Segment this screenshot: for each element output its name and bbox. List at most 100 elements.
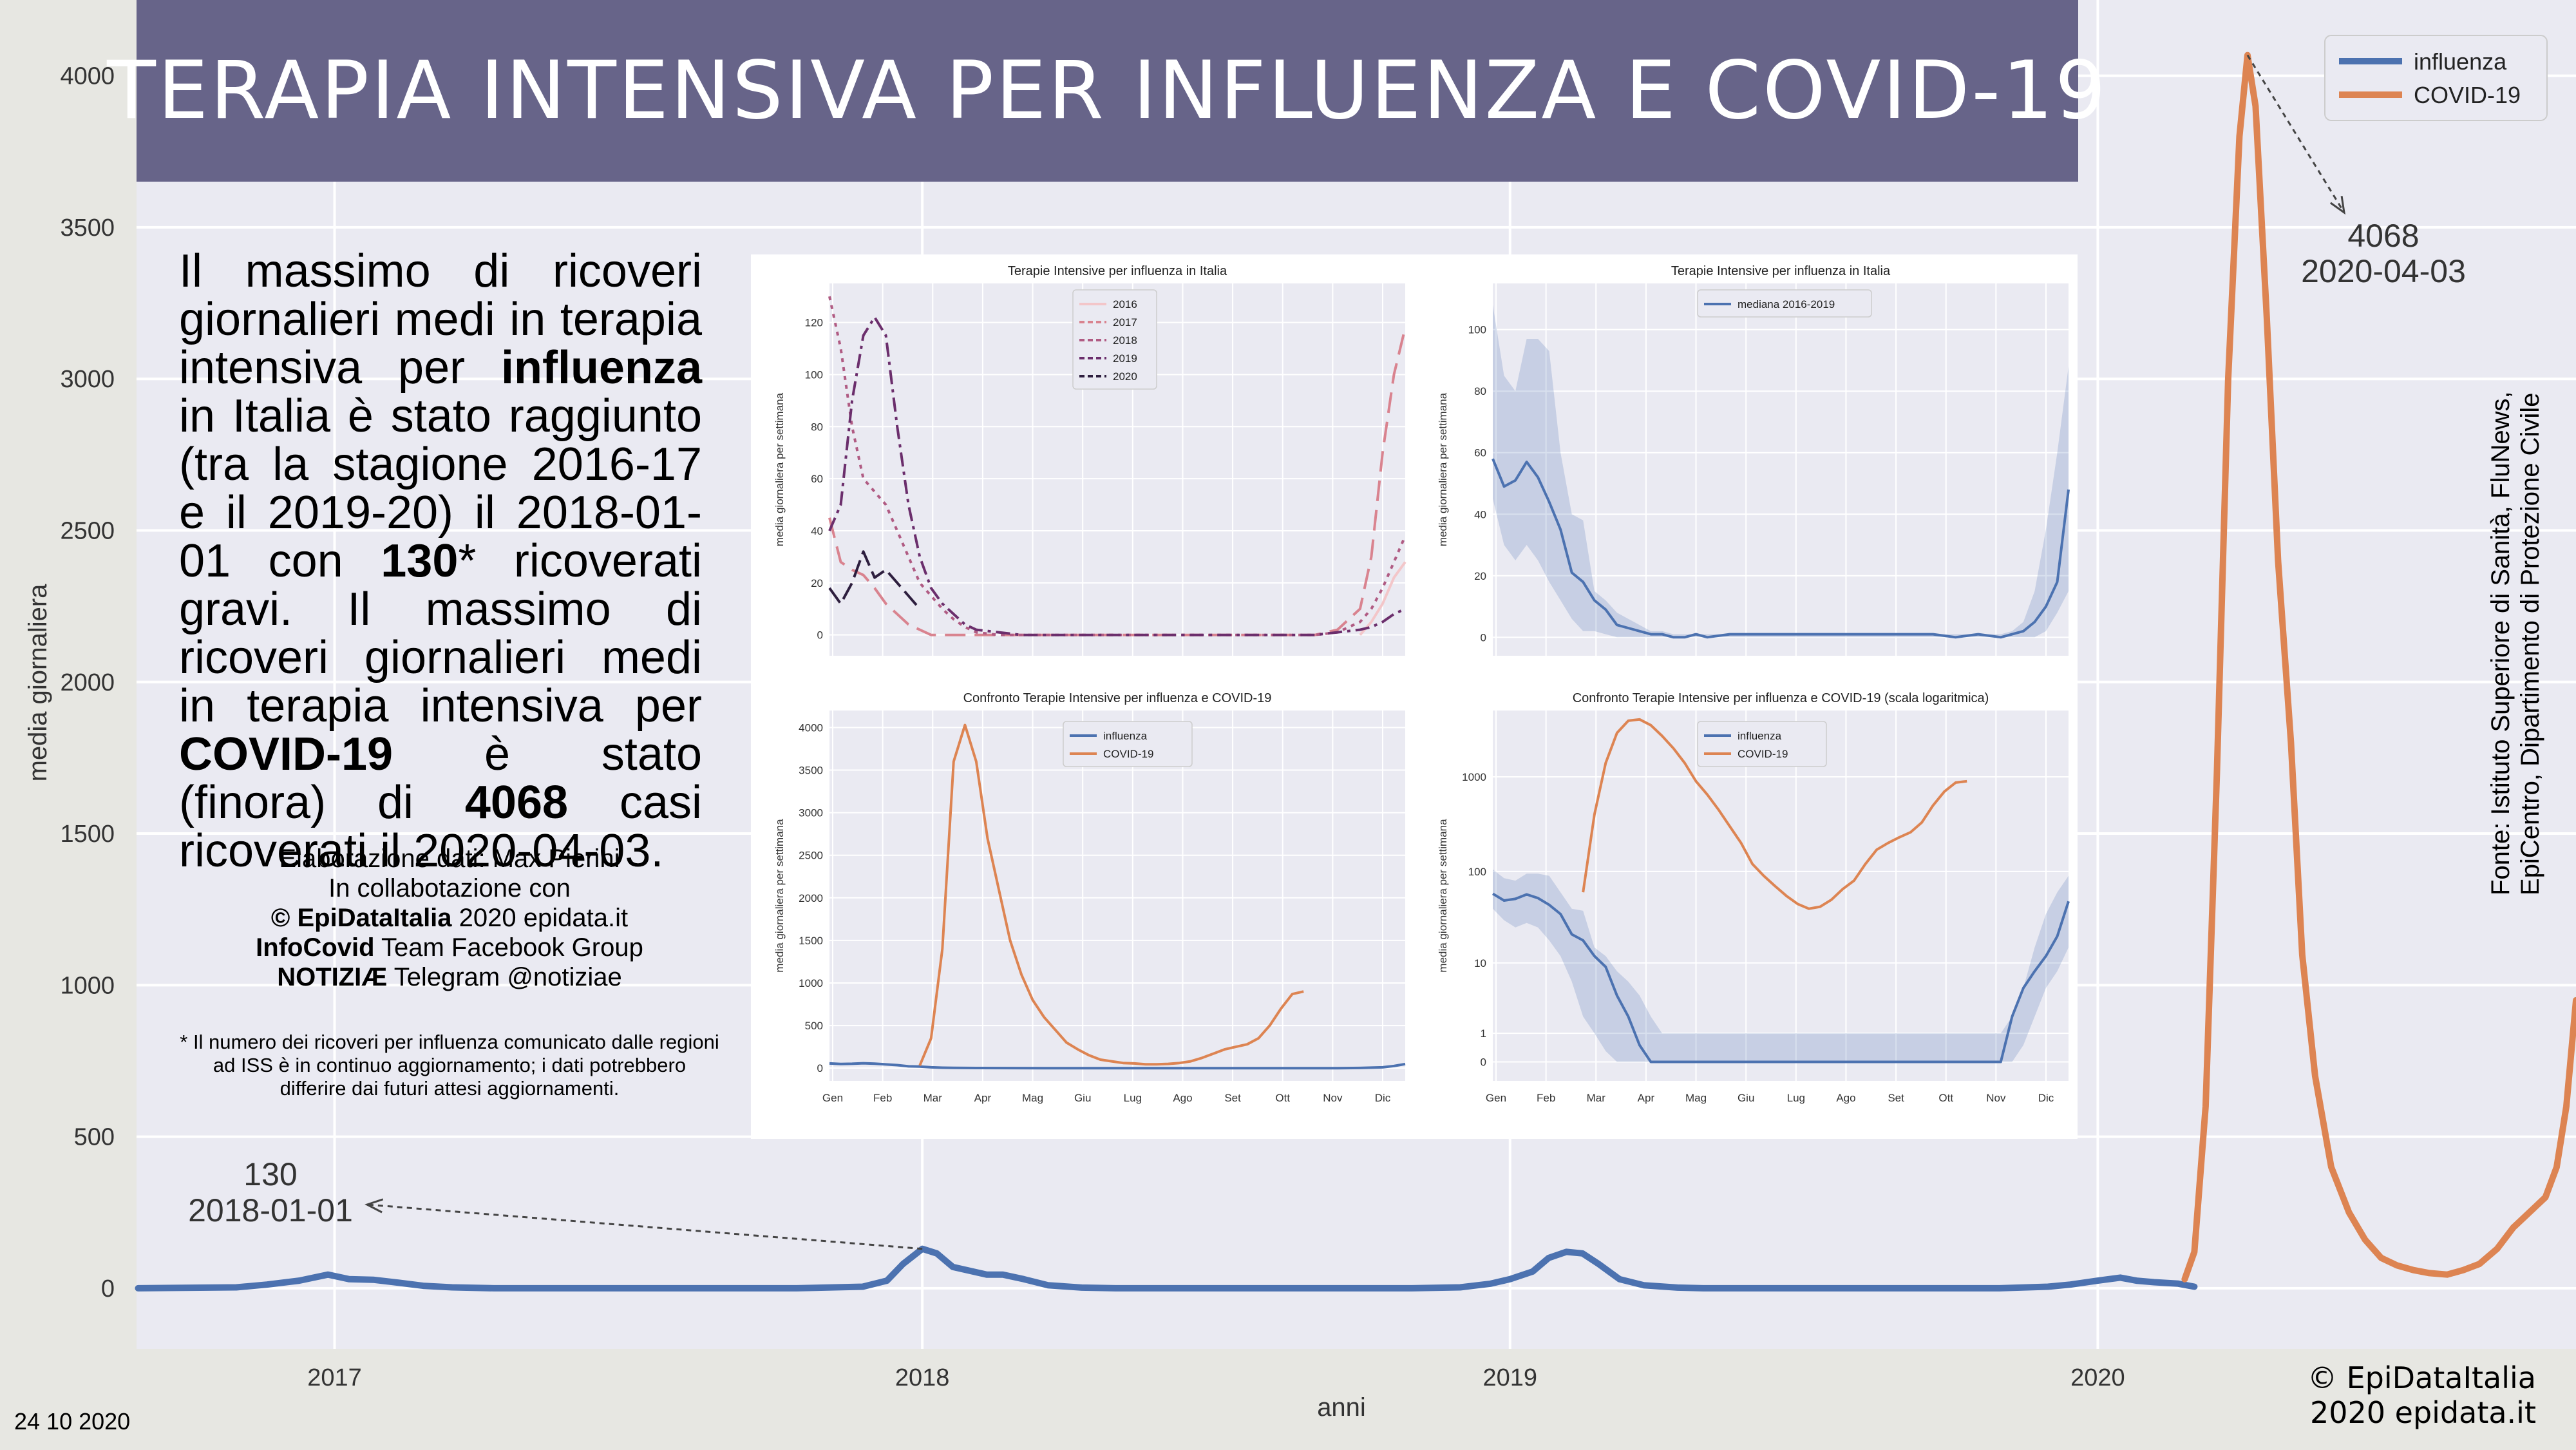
annotation-value: 4068	[2347, 218, 2419, 254]
subplot-y-tick-label: 1500	[799, 935, 823, 947]
desc-bold-covid: COVID-19	[179, 729, 393, 780]
subplot-x-tick-label: Mag	[1022, 1092, 1043, 1104]
subplot-x-tick-label: Gen	[822, 1092, 843, 1104]
subplot-plot-area	[829, 711, 1405, 1081]
subplot-y-tick-label: 120	[805, 317, 823, 329]
main-legend-label: influenza	[2414, 48, 2507, 75]
subplot-x-tick-label: Ago	[1173, 1092, 1192, 1104]
subplot-x-tick-label: Set	[1224, 1092, 1241, 1104]
subplot-series-line	[918, 723, 1304, 1066]
subplot-x-tick-label: Apr	[1638, 1092, 1655, 1104]
credits-line-1: Elaborazione dati: Max Pierini	[279, 844, 620, 873]
subplot-x-tick-label: Lug	[1787, 1092, 1805, 1104]
credits-infocovid: InfoCovid	[256, 933, 375, 962]
page-title: TERAPIA INTENSIVA PER INFLUENZA E COVID-…	[107, 44, 2108, 137]
copyright-line-1: © EpiDataItalia	[2307, 1360, 2536, 1395]
subplot-legend-label: influenza	[1103, 730, 1148, 742]
subplot-series-line	[828, 550, 921, 610]
desc-bold-130: 130	[381, 535, 459, 587]
subplot-x-tick-label: Giu	[1738, 1092, 1754, 1104]
subplot-y-tick-label: 80	[1474, 385, 1486, 397]
subplot-legend: influenza COVID-19	[1697, 721, 1827, 767]
main-x-tick-label: 2017	[307, 1364, 362, 1391]
desc-part-4: è stato (finora) di	[179, 729, 702, 828]
annotation-arrowhead	[2329, 196, 2346, 215]
subplot-y-tick-label: 3000	[799, 807, 823, 819]
subplot-title: Confronto Terapie Intensive per influenz…	[963, 691, 1272, 705]
main-y-tick-label: 3500	[60, 215, 115, 242]
description-text: Il massimo di ricoveri giornalieri medi …	[179, 247, 702, 875]
subplot-plot-area	[1493, 711, 2069, 1081]
annotation-arrowhead	[365, 1198, 384, 1214]
subplot-x-tick-label: Feb	[873, 1092, 892, 1104]
subplot-y-tick-label: 1	[1481, 1027, 1486, 1040]
chart-flu-vs-covid: Confronto Terapie Intensive per influenz…	[773, 691, 1406, 1104]
subplot-legend-label: 2017	[1113, 316, 1137, 329]
subplot-y-axis-label: media giornaliera per settimana	[773, 819, 786, 973]
source-text: Fonte: Istituto Superiore di Sanità, Flu…	[2486, 391, 2544, 895]
credits-block: Elaborazione dati: Max Pierini In collab…	[179, 844, 720, 992]
main-x-tick-label: 2019	[1483, 1364, 1538, 1391]
subplot-x-tick-label: Ago	[1836, 1092, 1855, 1104]
subplot-x-tick-label: Set	[1888, 1092, 1904, 1104]
subplot-x-tick-label: Nov	[1323, 1092, 1343, 1104]
subplot-series-line	[829, 1062, 1406, 1070]
subplot-legend-label: 2018	[1113, 334, 1137, 347]
subplot-series-line	[1492, 892, 2070, 1064]
subplot-legend-box	[1063, 721, 1193, 767]
subplot-series-line	[828, 327, 1406, 636]
main-legend: influenza COVID-19	[2324, 35, 2548, 121]
credits-line-5: NOTIZIÆ Telegram @notiziae	[179, 962, 720, 992]
subplot-legend: mediana 2016-2019	[1697, 289, 1872, 318]
annotation-arrow	[366, 1203, 923, 1250]
annotation-date: 2018-01-01	[188, 1192, 353, 1228]
footnote: * Il numero dei ricoveri per influenza c…	[180, 1031, 719, 1100]
main-y-tick-label: 500	[74, 1124, 115, 1151]
subplot-y-tick-label: 500	[805, 1020, 823, 1032]
annotation-date: 2020-04-03	[2301, 253, 2466, 289]
subplot-series-line	[1582, 718, 1967, 910]
annotation-arrow	[2246, 54, 2345, 213]
main-y-tick-label: 1000	[60, 972, 115, 999]
subplot-y-tick-label: 0	[1481, 1056, 1486, 1069]
subplot-y-tick-label: 1000	[799, 977, 823, 989]
credits-line-3: © EpiDataItalia 2020 epidata.it	[179, 903, 720, 933]
subplot-legend-label: 2019	[1113, 352, 1137, 365]
subplot-x-tick-label: Mar	[1587, 1092, 1606, 1104]
subplot-x-tick-label: Lug	[1124, 1092, 1142, 1104]
main-x-tick-label: 2018	[895, 1364, 950, 1391]
main-y-tick-label: 1500	[60, 821, 115, 848]
subplot-y-tick-label: 60	[811, 473, 823, 485]
title-banner: TERAPIA INTENSIVA PER INFLUENZA E COVID-…	[107, 0, 2106, 182]
subplot-title: Confronto Terapie Intensive per influenz…	[1573, 691, 1989, 705]
subplot-y-tick-label: 100	[1468, 324, 1486, 336]
subplot-y-tick-label: 100	[1468, 866, 1486, 878]
chart-flu-median: Terapie Intensive per influenza in Itali…	[1437, 264, 2070, 656]
main-legend-label: COVID-19	[2414, 82, 2521, 108]
main-x-axis-label: anni	[1317, 1393, 1366, 1422]
subplot-legend: 2016 2017 2018 2019 2020	[1072, 289, 1157, 390]
subplot-y-axis-label: media giornaliera per settimana	[1437, 819, 1449, 973]
subplot-legend: influenza COVID-19	[1063, 721, 1193, 767]
subplot-x-tick-label: Gen	[1486, 1092, 1506, 1104]
main-x-tick-label: 2020	[2070, 1364, 2125, 1391]
chart-flu-seasons: Terapie Intensive per influenza in Itali…	[773, 264, 1406, 656]
main-y-tick-label: 2500	[60, 517, 115, 544]
subplot-x-tick-label: Dic	[1375, 1092, 1391, 1104]
main-series-covid	[2181, 52, 2576, 1283]
subplot-x-tick-label: Feb	[1537, 1092, 1555, 1104]
credits-line-2: In collabotazione con	[328, 874, 571, 902]
subplot-legend-box	[1697, 289, 1872, 318]
subplot-x-tick-label: Ott	[1938, 1092, 1953, 1104]
subplot-series-line	[828, 316, 1406, 636]
subplot-legend-label: 2016	[1113, 298, 1137, 310]
copyright: © EpiDataItalia 2020 epidata.it	[2307, 1360, 2536, 1430]
subplot-y-tick-label: 3500	[799, 765, 823, 777]
desc-part-1: Il massimo di ricoveri giornalieri medi …	[179, 245, 702, 394]
date-stamp: 24 10 2020	[14, 1408, 131, 1435]
subplot-legend-label: mediana 2016-2019	[1738, 298, 1835, 310]
desc-part-2: in Italia è stato raggiunto (tra la stag…	[179, 390, 702, 587]
subplot-x-tick-label: Giu	[1074, 1092, 1091, 1104]
subplot-y-tick-label: 40	[811, 525, 823, 537]
credits-notiziae-telegram: Telegram @notiziae	[387, 963, 622, 991]
